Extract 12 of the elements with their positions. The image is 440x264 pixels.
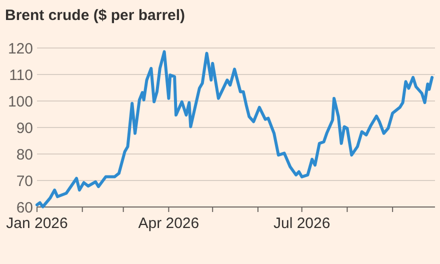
x-tick-label: Jan 2026 [6,215,68,232]
chart-title: Brent crude ($ per barrel) [5,7,186,24]
y-tick-label: 70 [16,172,33,190]
x-tick-label: Apr 2026 [138,215,200,232]
y-tick-label: 80 [16,146,33,164]
y-tick-label: 60 [16,199,33,216]
x-tick-label: Jul 2026 [273,215,330,232]
y-tick-label: 110 [9,66,33,84]
y-tick-label: 100 [8,93,33,110]
y-tick-label: 90 [16,120,33,137]
y-tick-label: 120 [8,40,33,58]
line-series [36,50,434,208]
